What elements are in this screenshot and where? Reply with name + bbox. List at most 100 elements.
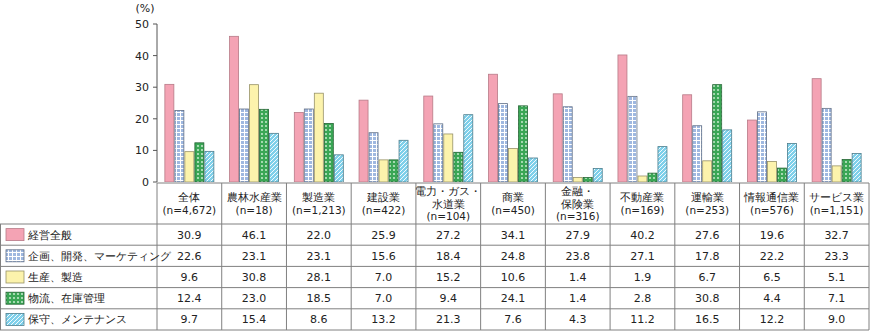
- table-value: 12.4: [177, 292, 202, 305]
- table-value: 9.0: [828, 313, 846, 326]
- bar: [250, 85, 259, 182]
- legend-swatch: [6, 292, 24, 304]
- table-value: 7.0: [375, 271, 393, 284]
- table-value: 34.1: [501, 229, 526, 242]
- y-axis-line: [157, 24, 158, 182]
- table-value: 23.8: [565, 250, 590, 263]
- table-value: 15.6: [371, 250, 396, 263]
- table-line: [0, 287, 869, 288]
- bar: [812, 79, 821, 182]
- table-value: 30.8: [242, 271, 267, 284]
- bar: [260, 109, 269, 182]
- table-value: 30.8: [695, 292, 720, 305]
- legend-label: 経営全般: [27, 229, 72, 242]
- table-value: 25.9: [371, 229, 396, 242]
- table-value: 24.1: [501, 292, 526, 305]
- table-value: 2.8: [634, 292, 652, 305]
- bar: [379, 160, 388, 182]
- table-value: 22.0: [307, 229, 332, 242]
- category-label-line: (n=18): [236, 204, 273, 216]
- table-line: [869, 183, 870, 330]
- bar: [747, 120, 756, 182]
- bar: [324, 124, 333, 182]
- table-line: [351, 183, 352, 330]
- bar: [658, 147, 667, 182]
- category-label: 農林水産業(n=18): [227, 191, 282, 216]
- bar: [359, 100, 368, 182]
- table-value: 21.3: [436, 313, 461, 326]
- bar: [683, 95, 692, 182]
- y-axis-label: (%): [135, 2, 154, 15]
- category-label-line: (n=316): [556, 210, 600, 222]
- table-value: 1.9: [634, 271, 652, 284]
- category-label-line: (n=104): [426, 210, 470, 222]
- table-line: [0, 266, 869, 267]
- table-value: 18.4: [436, 250, 461, 263]
- table-value: 23.3: [824, 250, 849, 263]
- table-value: 19.6: [760, 229, 785, 242]
- table-value: 10.6: [501, 271, 526, 284]
- category-label-line: 全体: [178, 191, 200, 203]
- table-value: 9.7: [181, 313, 199, 326]
- y-tick: [153, 150, 157, 151]
- table-value: 27.1: [630, 250, 655, 263]
- bar: [294, 112, 303, 182]
- category-label-line: 運輸業: [691, 191, 724, 203]
- bar: [444, 134, 453, 182]
- bar: [648, 173, 657, 182]
- table-value: 11.2: [630, 313, 655, 326]
- table-value: 24.8: [501, 250, 526, 263]
- category-label-line: (n=576): [750, 204, 794, 216]
- category-label-line: 製造業: [302, 191, 335, 203]
- category-label-line: 保険業: [561, 198, 594, 210]
- category-label: 運輸業(n=253): [685, 191, 729, 216]
- category-label: 商業(n=450): [491, 191, 535, 216]
- bar: [618, 55, 627, 182]
- table-line: [804, 183, 805, 330]
- table-value: 22.6: [177, 250, 202, 263]
- category-label: 全体(n=4,672): [163, 191, 217, 216]
- bar: [230, 36, 239, 182]
- table-line: [221, 183, 222, 330]
- legend-label: 保守、メンテナンス: [28, 313, 127, 326]
- category-label: 建設業(n=422): [362, 191, 406, 216]
- table-value: 28.1: [307, 271, 332, 284]
- bar: [304, 109, 313, 182]
- bar: [713, 85, 722, 182]
- y-tick: [153, 24, 157, 25]
- table-value: 9.4: [440, 292, 458, 305]
- chart: (%)01020304050全体(n=4,672)農林水産業(n=18)製造業(…: [0, 0, 870, 331]
- table-value: 12.2: [760, 313, 785, 326]
- bar: [777, 168, 786, 182]
- bar: [529, 158, 538, 182]
- bar: [787, 143, 796, 182]
- table-value: 5.1: [828, 271, 846, 284]
- table-value: 8.6: [310, 313, 328, 326]
- bar: [185, 152, 194, 182]
- table-value: 13.2: [371, 313, 396, 326]
- bar: [767, 161, 776, 182]
- category-label-line: (n=4,672): [163, 204, 217, 216]
- bar: [852, 154, 861, 182]
- bar: [593, 168, 602, 182]
- bar: [509, 149, 518, 182]
- bar: [205, 151, 214, 182]
- bar: [165, 84, 174, 182]
- category-label-line: (n=450): [491, 204, 535, 216]
- bar: [842, 160, 851, 182]
- table-value: 7.0: [375, 292, 393, 305]
- category-label: サービス業(n=1,151): [809, 191, 864, 216]
- table-line: [286, 183, 287, 330]
- table-value: 32.7: [824, 229, 849, 242]
- y-tick-label: 30: [135, 81, 149, 94]
- bar: [240, 109, 249, 182]
- table-value: 17.8: [695, 250, 720, 263]
- table-line: [610, 183, 611, 330]
- y-tick-label: 10: [135, 144, 149, 157]
- table-line: [0, 224, 1, 330]
- table-value: 22.2: [760, 250, 785, 263]
- bar: [270, 133, 279, 182]
- table-value: 15.2: [436, 271, 461, 284]
- bar: [723, 130, 732, 182]
- category-label-line: 商業: [502, 191, 524, 203]
